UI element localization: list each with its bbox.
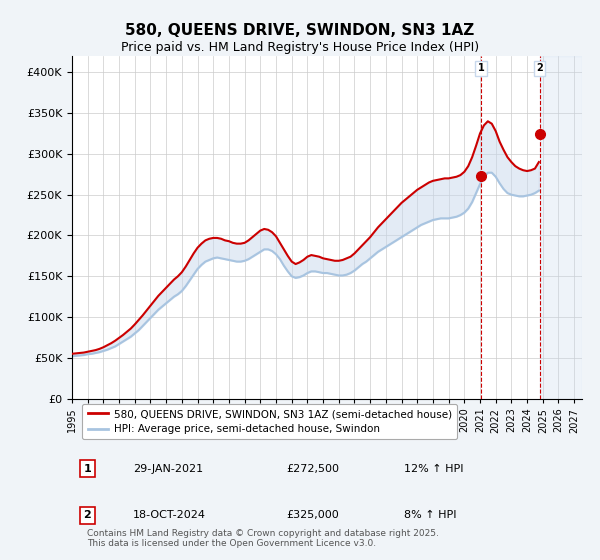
Text: 8% ↑ HPI: 8% ↑ HPI <box>404 511 456 520</box>
Text: 2: 2 <box>83 511 91 520</box>
Text: Contains HM Land Registry data © Crown copyright and database right 2025.
This d: Contains HM Land Registry data © Crown c… <box>88 529 439 548</box>
Bar <box>539 56 582 399</box>
Text: £272,500: £272,500 <box>286 464 339 474</box>
Text: 1: 1 <box>478 63 485 73</box>
Text: £325,000: £325,000 <box>286 511 339 520</box>
Text: 1: 1 <box>83 464 91 474</box>
Text: 580, QUEENS DRIVE, SWINDON, SN3 1AZ: 580, QUEENS DRIVE, SWINDON, SN3 1AZ <box>125 24 475 38</box>
Text: 2: 2 <box>536 63 543 73</box>
Legend: 580, QUEENS DRIVE, SWINDON, SN3 1AZ (semi-detached house), HPI: Average price, s: 580, QUEENS DRIVE, SWINDON, SN3 1AZ (sem… <box>82 404 457 440</box>
Text: Price paid vs. HM Land Registry's House Price Index (HPI): Price paid vs. HM Land Registry's House … <box>121 41 479 54</box>
Text: 12% ↑ HPI: 12% ↑ HPI <box>404 464 463 474</box>
Text: 29-JAN-2021: 29-JAN-2021 <box>133 464 203 474</box>
Text: 18-OCT-2024: 18-OCT-2024 <box>133 511 206 520</box>
